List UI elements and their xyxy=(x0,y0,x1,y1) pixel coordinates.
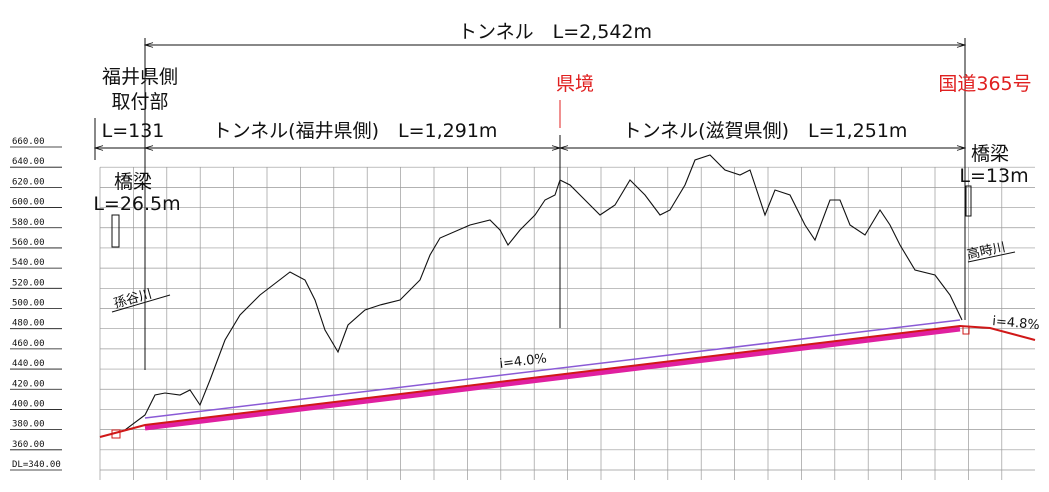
bridge-length: L=13m xyxy=(959,165,1028,187)
river-label: 高時川 xyxy=(966,239,1007,263)
elevation-axis: 660.00 640.00 620.00 600.00 580.00 560.00 540.… xyxy=(10,137,62,471)
portal xyxy=(962,325,970,335)
ground-profile xyxy=(99,154,963,438)
elevation-label: DL=340.00 xyxy=(12,460,61,470)
grade-label: i=4.8% xyxy=(992,314,1041,333)
grade-label: i=4.0% xyxy=(499,351,548,372)
border-label: 県境 xyxy=(556,73,594,95)
section-label: 取付部 xyxy=(111,91,168,113)
elevation-label: 560.00 xyxy=(12,238,45,248)
section-label: 福井県側 xyxy=(102,66,178,88)
magenta-grade xyxy=(144,326,961,431)
section-length: L=131 xyxy=(102,120,165,142)
bridge-marker xyxy=(111,214,120,248)
elevation-label: 380.00 xyxy=(12,420,45,430)
elevation-label: 440.00 xyxy=(12,359,45,369)
elevation-label: 540.00 xyxy=(12,258,45,268)
elevation-label: 600.00 xyxy=(12,198,45,208)
elevation-label: 660.00 xyxy=(12,137,45,147)
river-label: 孫谷川 xyxy=(112,287,154,312)
elevation-label: 420.00 xyxy=(12,379,45,389)
river-line xyxy=(111,294,171,313)
bridge-length: L=26.5m xyxy=(93,193,180,215)
road-grade xyxy=(99,324,1036,438)
purple-grade xyxy=(144,319,961,419)
portal xyxy=(111,429,121,439)
elevation-label: 400.00 xyxy=(12,399,45,409)
elevation-label: 520.00 xyxy=(12,278,45,288)
bridge-label: 橋梁 xyxy=(114,171,152,193)
tunnel-shiga: トンネル(滋賀県側) L=1,251m xyxy=(623,120,908,142)
elevation-label: 360.00 xyxy=(12,440,45,450)
bridge-label: 橋梁 xyxy=(971,143,1009,165)
elevation-label: 500.00 xyxy=(12,299,45,309)
route-label: 国道365号 xyxy=(938,73,1031,95)
grid xyxy=(99,166,1035,480)
river-line xyxy=(967,251,1016,263)
bridge-marker xyxy=(965,185,972,217)
total-tunnel: トンネル L=2,542m xyxy=(458,21,652,43)
elevation-label: 580.00 xyxy=(12,218,45,228)
elevation-label: 640.00 xyxy=(12,157,45,167)
elevation-label: 480.00 xyxy=(12,319,45,329)
elevation-label: 460.00 xyxy=(12,339,45,349)
tunnel-fukui: トンネル(福井県側) L=1,291m xyxy=(213,120,498,142)
elevation-label: 620.00 xyxy=(12,177,45,187)
